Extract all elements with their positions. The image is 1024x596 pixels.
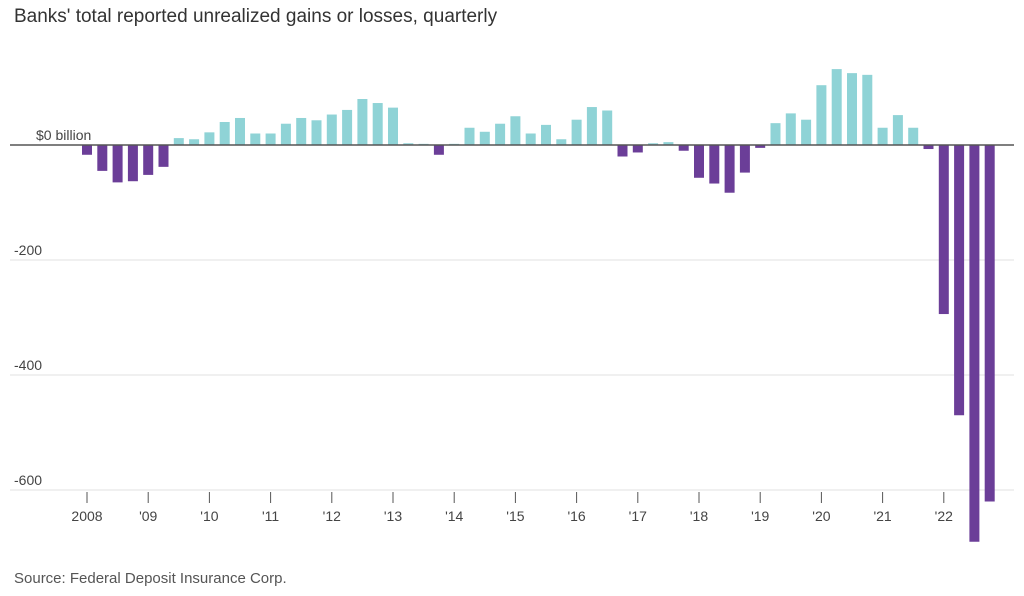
bar — [189, 139, 200, 145]
bar — [908, 127, 919, 145]
bar — [479, 131, 490, 145]
x-axis-ticks: 2008 '09 '10 '11 '12 '13 '14 '15 '16 '17 '18 '19 '20… — [71, 492, 953, 524]
bar — [403, 143, 414, 145]
bar — [158, 145, 169, 167]
bar — [816, 85, 827, 145]
bar — [663, 142, 674, 146]
x-tick-label: '17 — [629, 508, 647, 524]
bar — [954, 145, 965, 416]
bar — [127, 145, 138, 182]
bar — [219, 122, 230, 145]
x-tick-label: '18 — [690, 508, 708, 524]
bar — [342, 109, 353, 145]
bar — [541, 124, 551, 146]
x-tick-label: '19 — [751, 508, 769, 524]
bar — [571, 119, 582, 145]
bar — [280, 123, 291, 145]
bar — [984, 145, 995, 502]
bar — [82, 145, 92, 155]
x-tick-label: '10 — [200, 508, 218, 524]
bar — [847, 73, 857, 146]
bars — [82, 69, 995, 542]
x-tick-label: '22 — [935, 508, 953, 524]
bar — [97, 145, 108, 171]
y-tick-label: -400 — [14, 357, 42, 373]
x-tick-label: '13 — [384, 508, 402, 524]
grid-lines — [10, 259, 1014, 491]
bar — [296, 117, 307, 145]
bar — [709, 145, 720, 184]
bar — [495, 123, 506, 145]
bar — [265, 133, 276, 145]
y-tick-label: -200 — [14, 242, 42, 258]
x-tick-label: '15 — [506, 508, 524, 524]
x-tick-label: '20 — [812, 508, 830, 524]
bar — [938, 145, 949, 315]
bar — [739, 145, 750, 173]
bar — [923, 145, 934, 150]
bar — [632, 145, 643, 153]
bar — [235, 117, 245, 145]
x-tick-label: '12 — [323, 508, 341, 524]
bar — [586, 107, 597, 145]
bar — [648, 143, 659, 145]
bar — [755, 145, 766, 148]
bar — [801, 119, 812, 145]
bar — [357, 99, 368, 145]
bar — [862, 74, 873, 145]
bar — [311, 120, 322, 145]
bar — [877, 127, 888, 145]
bar — [770, 123, 781, 145]
bar — [831, 69, 842, 145]
bar — [112, 145, 123, 183]
bar — [678, 145, 689, 151]
bar — [464, 127, 475, 145]
source-note: Source: Federal Deposit Insurance Corp. — [14, 570, 287, 587]
bar — [173, 138, 184, 145]
bar — [510, 116, 521, 145]
x-tick-label: 2008 — [71, 508, 102, 524]
y-tick-label: -600 — [14, 472, 42, 488]
bar — [525, 133, 536, 145]
bar — [326, 114, 337, 145]
y-tick-label: $0 billion — [36, 127, 91, 143]
bar — [250, 133, 261, 145]
x-tick-label: '14 — [445, 508, 463, 524]
bar — [785, 113, 796, 146]
bar — [724, 145, 735, 193]
y-axis-ticks: $0 billion -200 -400 -600 — [14, 127, 91, 488]
bar — [694, 145, 704, 178]
x-tick-label: '16 — [567, 508, 585, 524]
bar — [143, 145, 154, 175]
bar — [204, 132, 215, 145]
bar — [969, 145, 980, 542]
bar — [433, 145, 444, 155]
bar — [602, 110, 613, 145]
x-tick-label: '09 — [139, 508, 157, 524]
x-tick-label: '11 — [262, 508, 279, 524]
chart-title: Banks' total reported unrealized gains o… — [14, 6, 498, 27]
bar — [617, 145, 628, 157]
x-tick-label: '21 — [873, 508, 891, 524]
bar — [892, 115, 903, 145]
bar — [372, 103, 383, 145]
bar — [556, 139, 567, 145]
bar — [388, 107, 398, 146]
